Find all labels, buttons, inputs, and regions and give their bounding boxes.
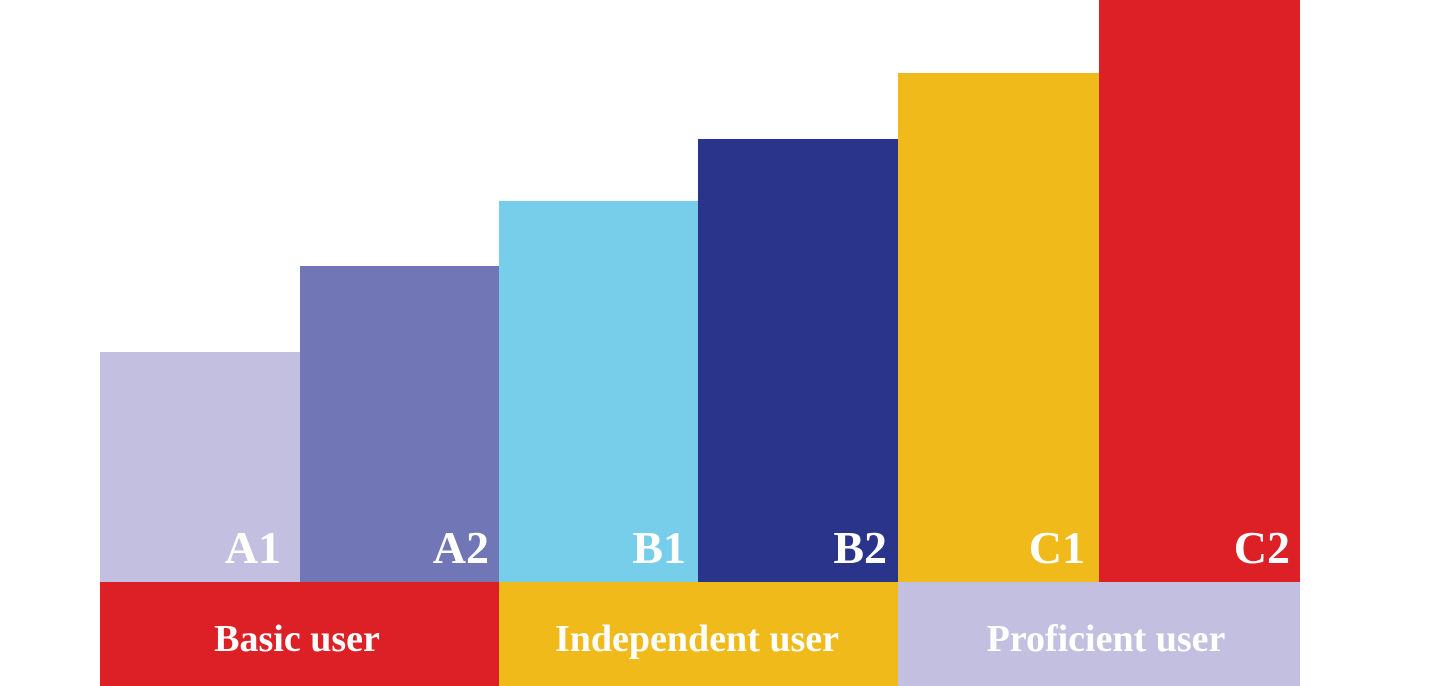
level-bar [100, 352, 301, 582]
group-label: Proficient user [987, 618, 1226, 660]
group-label: Basic user [214, 618, 380, 660]
level-label: C1 [1029, 522, 1085, 573]
level-label: A2 [433, 522, 489, 573]
group-label: Independent user [555, 618, 839, 660]
level-label: C2 [1234, 522, 1290, 573]
group-band [499, 582, 899, 686]
level-bar [300, 266, 500, 582]
level-bar [1099, 0, 1300, 582]
level-bar [898, 73, 1100, 582]
group-band [898, 582, 1300, 686]
group-band [100, 582, 500, 686]
level-label: A1 [225, 522, 281, 573]
level-label: B2 [833, 522, 887, 573]
level-bar [499, 201, 699, 582]
level-bar [698, 139, 899, 582]
level-label: B1 [632, 522, 686, 573]
